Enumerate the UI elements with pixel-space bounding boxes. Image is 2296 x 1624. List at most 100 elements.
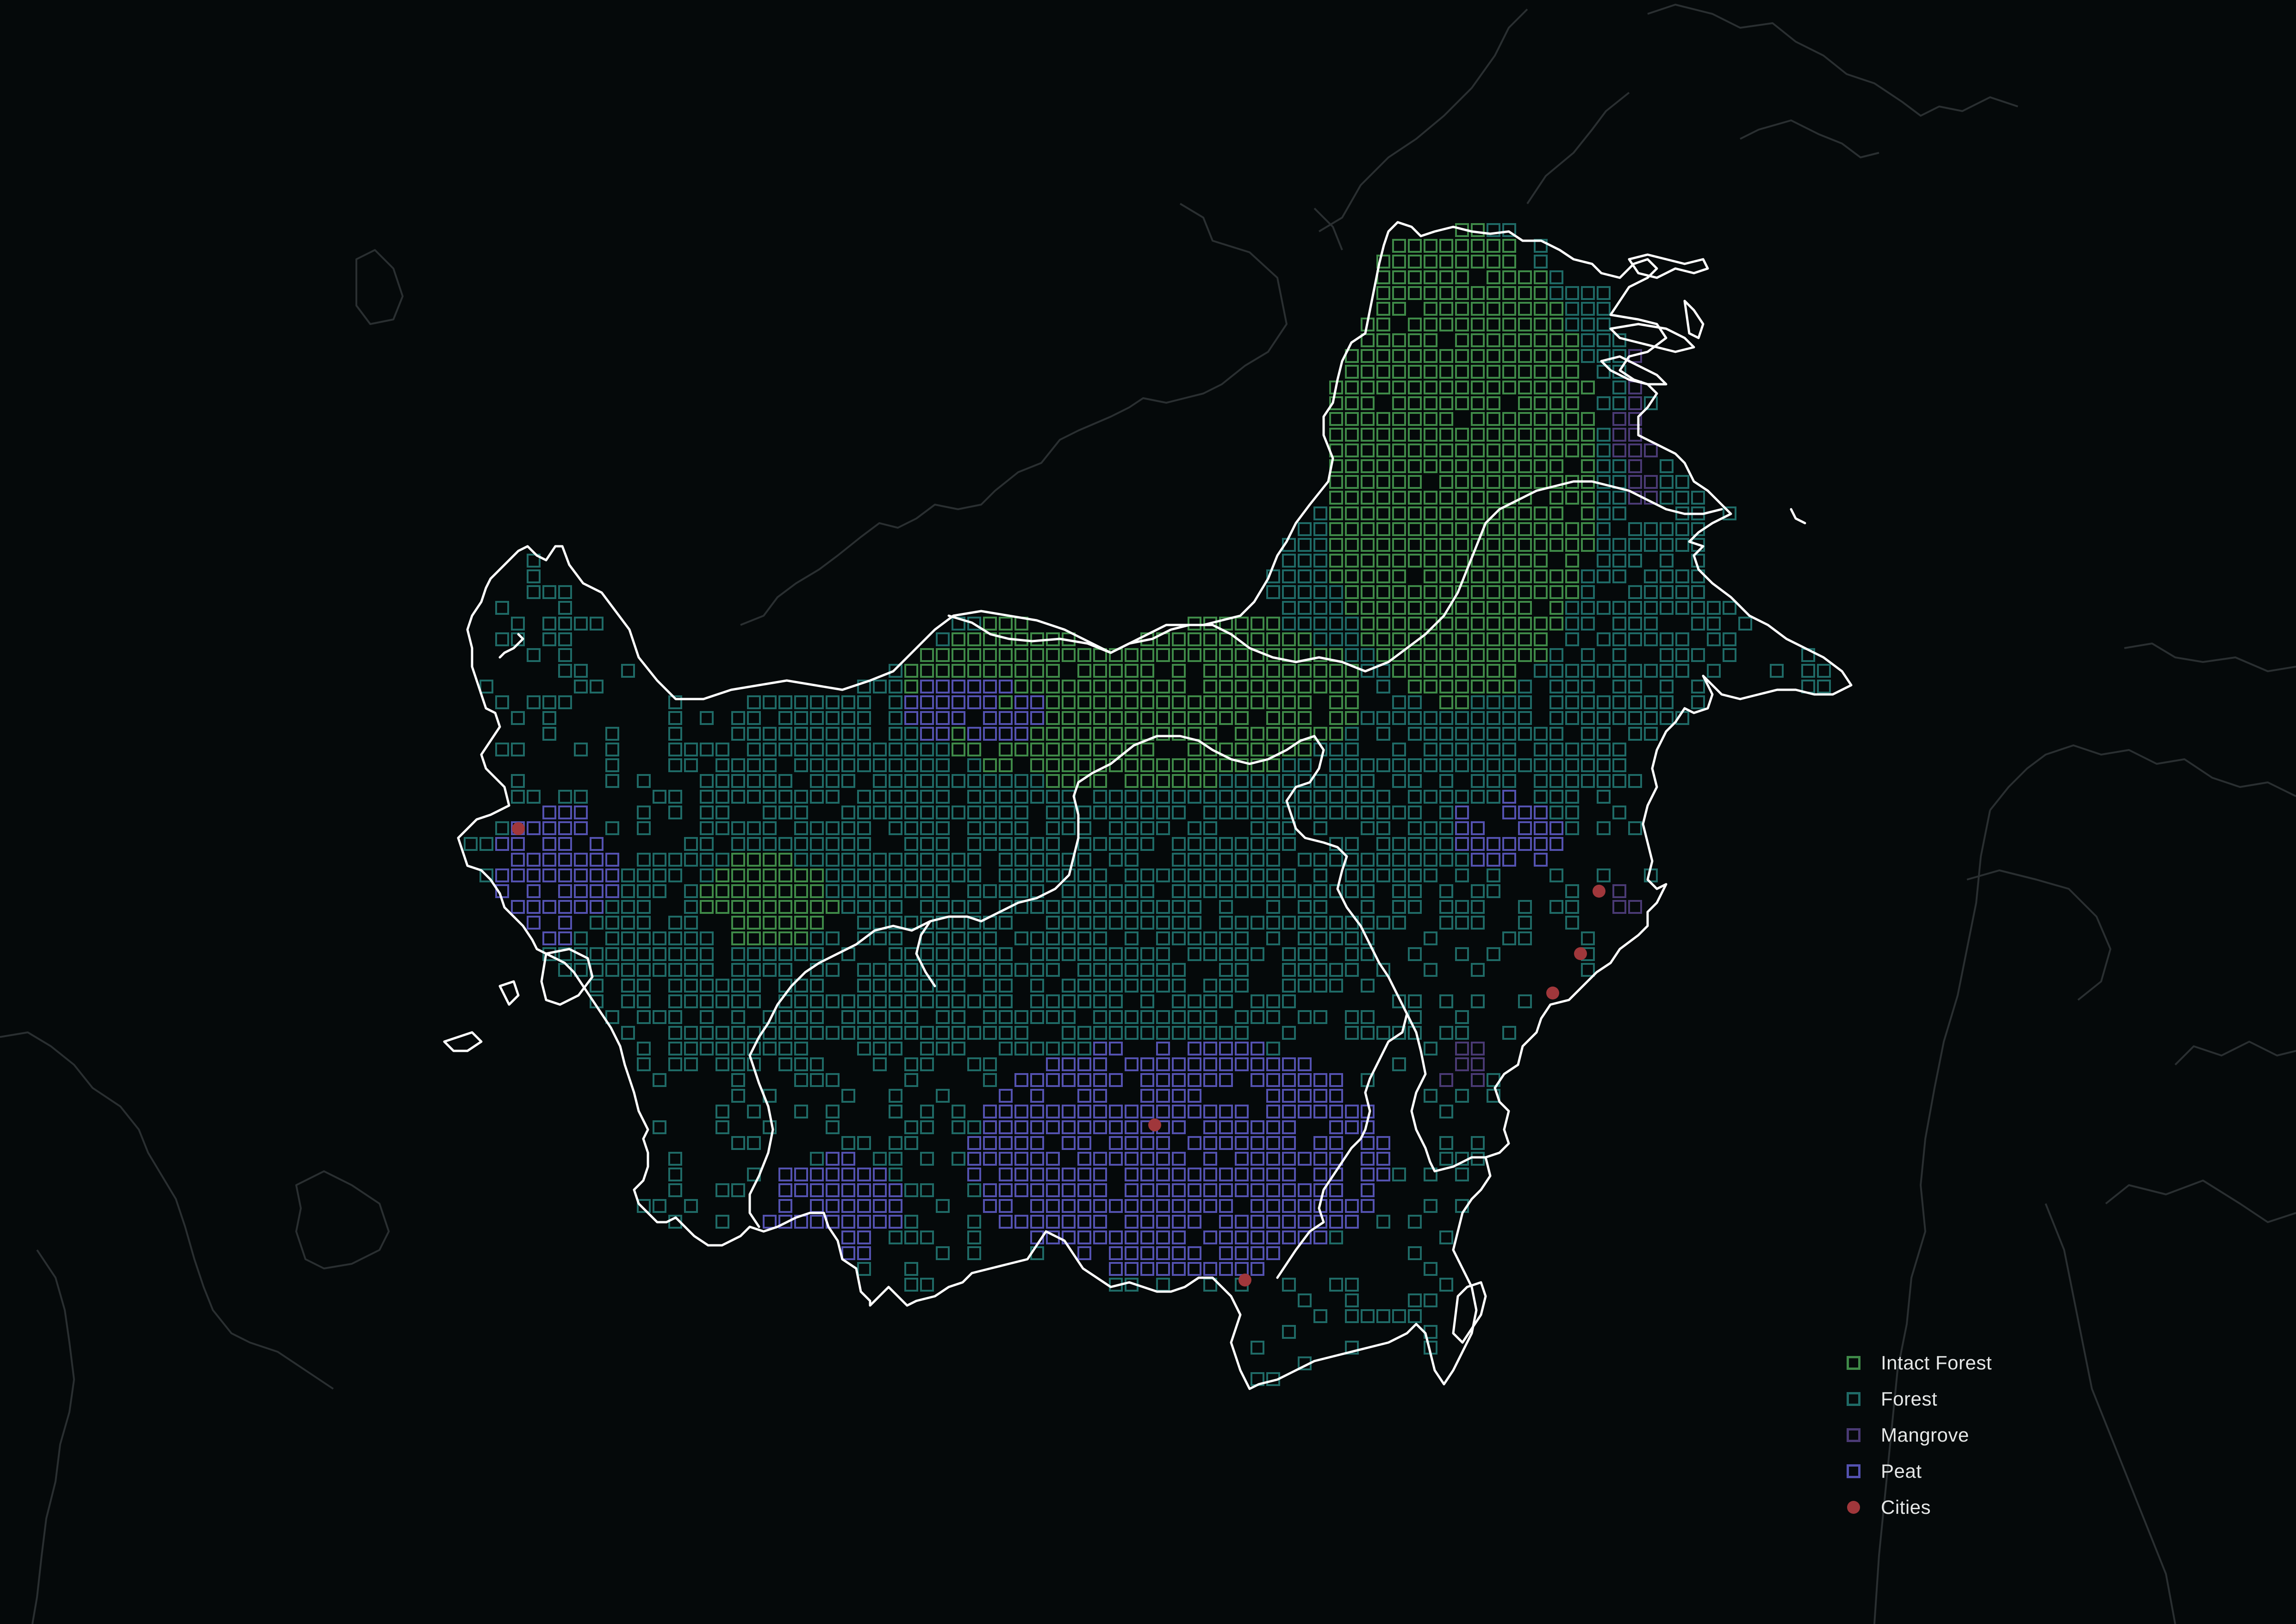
grid-cell [1675,475,1689,489]
grid-cell [826,837,840,851]
grid-cell [1628,664,1642,678]
grid-cell [1172,979,1186,993]
grid-cell [1487,664,1500,678]
grid-cell [716,790,729,804]
grid-cell [967,931,981,945]
grid-cell [1424,381,1437,394]
grid-cell [621,979,635,993]
grid-cell [1487,381,1500,394]
grid-cell [1455,695,1469,709]
grid-cell [1313,1105,1327,1118]
forest-swatch-icon [1847,1392,1860,1406]
grid-cell [1030,680,1044,693]
grid-cell [967,632,981,646]
grid-cell [1235,884,1249,898]
grid-cell [1345,522,1359,536]
grid-cell [920,727,934,741]
grid-cell [527,900,541,914]
grid-cell [1109,853,1123,867]
grid-cell [1471,1136,1485,1150]
grid-cell [952,1105,965,1118]
grid-cell [1487,506,1500,520]
grid-cell [1502,853,1516,867]
grid-cell [1487,491,1500,505]
grid-cell [542,585,556,599]
grid-cell [1675,648,1689,662]
grid-cell [1077,853,1091,867]
grid-cell [1502,333,1516,347]
grid-cell [1014,664,1028,678]
grid-cell [936,868,950,882]
grid-cell [1376,522,1390,536]
grid-cell [1691,680,1705,693]
grid-cell [1660,680,1674,693]
grid-cell [778,790,792,804]
grid-cell [873,1152,887,1166]
grid-cell [1392,585,1406,599]
grid-cell [1282,1278,1296,1292]
grid-cell [1487,428,1500,442]
grid-cell [1361,396,1375,410]
grid-cell [1329,585,1343,599]
grid-cell [1109,1230,1123,1244]
grid-cell [716,884,729,898]
grid-cell [1471,365,1485,379]
grid-cell [1408,868,1422,882]
grid-cell [1644,695,1658,709]
grid-cell [936,727,950,741]
grid-cell [1660,491,1674,505]
grid-cell [1077,1057,1091,1071]
grid-cell [1439,727,1453,741]
grid-cell [983,790,997,804]
grid-cell [936,837,950,851]
grid-cell [1329,538,1343,552]
grid-cell [527,648,541,662]
grid-cell [1471,1042,1485,1056]
grid-cell [1424,821,1437,835]
grid-cell [983,711,997,725]
grid-cell [1235,711,1249,725]
grid-cell [1062,1230,1076,1244]
grid-cell [841,1230,855,1244]
grid-cell [1077,1042,1091,1056]
grid-cell [967,884,981,898]
grid-cell [1030,979,1044,993]
grid-cell [1455,758,1469,772]
grid-cell [1329,1183,1343,1197]
grid-cell [1502,632,1516,646]
grid-cell [1361,617,1375,631]
grid-cell [1439,1136,1453,1150]
grid-cell [542,837,556,851]
grid-cell [1266,1199,1280,1213]
grid-cell [1298,790,1312,804]
grid-cell [1392,1309,1406,1323]
grid-cell [1156,868,1170,882]
grid-cell [1093,1010,1107,1024]
grid-cell [1140,790,1154,804]
grid-cell [1030,648,1044,662]
grid-cell [1597,774,1611,788]
grid-cell [637,821,651,835]
grid-cell [1439,680,1453,693]
grid-cell [1030,1136,1044,1150]
grid-cell [1549,837,1563,851]
grid-cell [1172,1120,1186,1134]
grid-cell [1313,947,1327,961]
grid-cell [1455,286,1469,300]
grid-cell [1266,758,1280,772]
grid-cell [1612,617,1626,631]
grid-cell [810,884,824,898]
grid-cell [1125,1105,1139,1118]
grid-cell [558,884,572,898]
grid-cell [731,963,745,977]
grid-cell [1298,617,1312,631]
grid-cell [1549,743,1563,756]
grid-cell [1266,617,1280,631]
grid-cell [716,900,729,914]
grid-cell [1455,381,1469,394]
grid-cell [1345,601,1359,615]
grid-cell [1046,711,1060,725]
grid-cell [747,1105,761,1118]
grid-cell [1408,443,1422,457]
grid-cell [1282,569,1296,583]
